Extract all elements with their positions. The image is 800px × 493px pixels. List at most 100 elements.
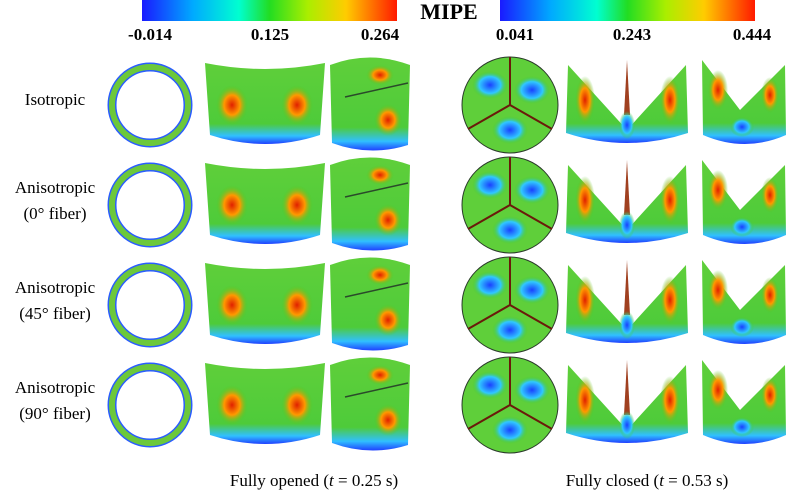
hotspot — [216, 85, 248, 125]
ring — [109, 264, 191, 346]
coldspot — [619, 411, 635, 439]
row-label: Isotropic — [25, 90, 86, 109]
coldspot — [472, 171, 508, 199]
hotspot — [374, 204, 402, 236]
coldspot — [492, 216, 528, 244]
coldspot — [492, 316, 528, 344]
hotspot — [366, 65, 394, 85]
edge — [344, 82, 409, 98]
coldspot — [730, 317, 754, 337]
colorbar-tick: 0.444 — [733, 25, 772, 44]
caption: Fully closed (t = 0.53 s) — [566, 471, 729, 490]
coldspot — [472, 271, 508, 299]
leaflet — [702, 160, 786, 244]
hotspot — [366, 365, 394, 385]
spike — [624, 360, 630, 415]
edge — [344, 382, 409, 398]
coldspot — [514, 176, 550, 204]
coldspot — [619, 311, 635, 339]
colorbar — [500, 0, 755, 21]
leaflet — [566, 365, 688, 443]
leaflet — [566, 265, 688, 343]
coldspot — [472, 371, 508, 399]
caption: Fully opened (t = 0.25 s) — [230, 471, 398, 490]
hotspot — [366, 165, 394, 185]
coldspot — [619, 111, 635, 139]
seam — [509, 404, 553, 430]
hotspot — [761, 177, 779, 213]
colorbar-label: MIPE — [420, 0, 477, 24]
hotspot — [708, 170, 728, 210]
edge — [344, 282, 409, 298]
edge — [344, 182, 409, 198]
colorbar-tick: -0.014 — [128, 25, 172, 44]
colorbar-tick: 0.264 — [361, 25, 400, 44]
ring — [109, 164, 191, 246]
hotspot — [660, 276, 680, 324]
coldspot — [492, 416, 528, 444]
hotspot — [575, 376, 595, 424]
hotspot — [366, 265, 394, 285]
hotspot — [761, 77, 779, 113]
hotspot — [374, 404, 402, 436]
hotspot — [660, 376, 680, 424]
leaflet — [702, 60, 786, 144]
coldspot — [514, 76, 550, 104]
seam — [509, 204, 553, 230]
coldspot — [619, 211, 635, 239]
colorbar-tick: 0.125 — [251, 25, 289, 44]
hotspot — [575, 76, 595, 124]
valve-renderings — [107, 256, 786, 354]
hotspot — [575, 276, 595, 324]
hotspot — [281, 285, 313, 325]
coldspot — [730, 417, 754, 437]
hotspot — [374, 104, 402, 136]
leaflet — [702, 260, 786, 344]
ring — [109, 64, 191, 146]
coldspot — [514, 276, 550, 304]
coldspot — [730, 217, 754, 237]
row-label: Anisotropic — [15, 378, 96, 397]
leaflet — [566, 65, 688, 143]
spike — [624, 260, 630, 315]
row-label: (90° fiber) — [19, 404, 90, 423]
hotspot — [281, 85, 313, 125]
seam — [509, 304, 553, 330]
valve-renderings — [107, 356, 786, 454]
spike — [624, 160, 630, 215]
valve-renderings — [107, 56, 786, 154]
hotspot — [216, 185, 248, 225]
coldspot — [492, 116, 528, 144]
hotspot — [374, 304, 402, 336]
leaflet — [702, 360, 786, 444]
seam — [467, 104, 511, 130]
row-label: (45° fiber) — [19, 304, 90, 323]
seam — [467, 304, 511, 330]
hotspot — [660, 76, 680, 124]
ring — [109, 364, 191, 446]
coldspot — [514, 376, 550, 404]
colorbar — [142, 0, 397, 21]
row-label: (0° fiber) — [24, 204, 87, 223]
colorbar-tick: 0.243 — [613, 25, 651, 44]
hotspot — [761, 277, 779, 313]
hotspot — [575, 176, 595, 224]
row-label: Anisotropic — [15, 278, 96, 297]
row-label: Anisotropic — [15, 178, 96, 197]
seam — [467, 204, 511, 230]
leaflet — [566, 165, 688, 243]
hotspot — [281, 185, 313, 225]
hotspot — [660, 176, 680, 224]
seam — [467, 404, 511, 430]
hotspot — [708, 270, 728, 310]
hotspot — [216, 385, 248, 425]
colorbar-tick: 0.041 — [496, 25, 534, 44]
seam — [509, 104, 553, 130]
coldspot — [472, 71, 508, 99]
hotspot — [216, 285, 248, 325]
spike — [624, 60, 630, 115]
valve-renderings — [107, 156, 786, 254]
hotspot — [761, 377, 779, 413]
hotspot — [708, 370, 728, 410]
